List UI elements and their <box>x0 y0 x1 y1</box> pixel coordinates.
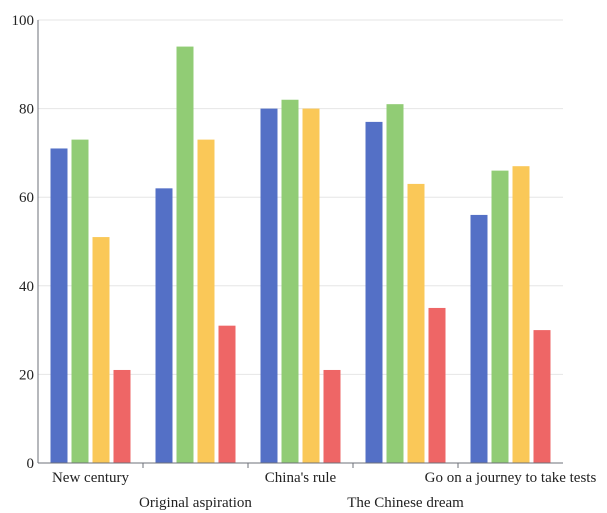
bar <box>260 108 278 463</box>
bar <box>302 108 320 463</box>
bar <box>386 104 404 464</box>
bar <box>512 166 530 463</box>
bar <box>428 307 446 463</box>
bar <box>50 148 68 463</box>
bar <box>281 99 299 464</box>
bar <box>155 188 173 463</box>
x-tick-label: New century <box>52 470 130 486</box>
bar <box>92 237 110 463</box>
bars <box>50 46 551 464</box>
x-tick-label: China's rule <box>265 470 337 486</box>
y-tick-label: 40 <box>19 279 34 295</box>
axes <box>37 20 563 468</box>
bar <box>323 369 341 463</box>
y-tick-label: 100 <box>12 13 35 29</box>
x-tick-label: The Chinese dream <box>347 495 464 511</box>
y-tick-label: 60 <box>19 190 34 206</box>
y-tick-labels: 0 20 40 60 80 100 <box>12 13 35 472</box>
bar <box>197 139 215 464</box>
bar <box>533 330 551 463</box>
bar <box>491 170 509 463</box>
bar <box>365 121 383 463</box>
bar <box>176 46 194 463</box>
y-tick-label: 80 <box>19 102 34 118</box>
bar <box>218 325 236 463</box>
bar <box>407 183 425 463</box>
y-tick-label: 0 <box>27 456 35 472</box>
bar <box>113 369 131 463</box>
x-tick-labels: New century Original aspiration China's ru… <box>52 470 597 511</box>
x-tick-label: Original aspiration <box>139 495 252 511</box>
x-tick-label: Go on a journey to take tests <box>425 470 597 486</box>
bar <box>470 214 488 463</box>
y-tick-label: 20 <box>19 367 34 383</box>
bar <box>71 139 89 464</box>
